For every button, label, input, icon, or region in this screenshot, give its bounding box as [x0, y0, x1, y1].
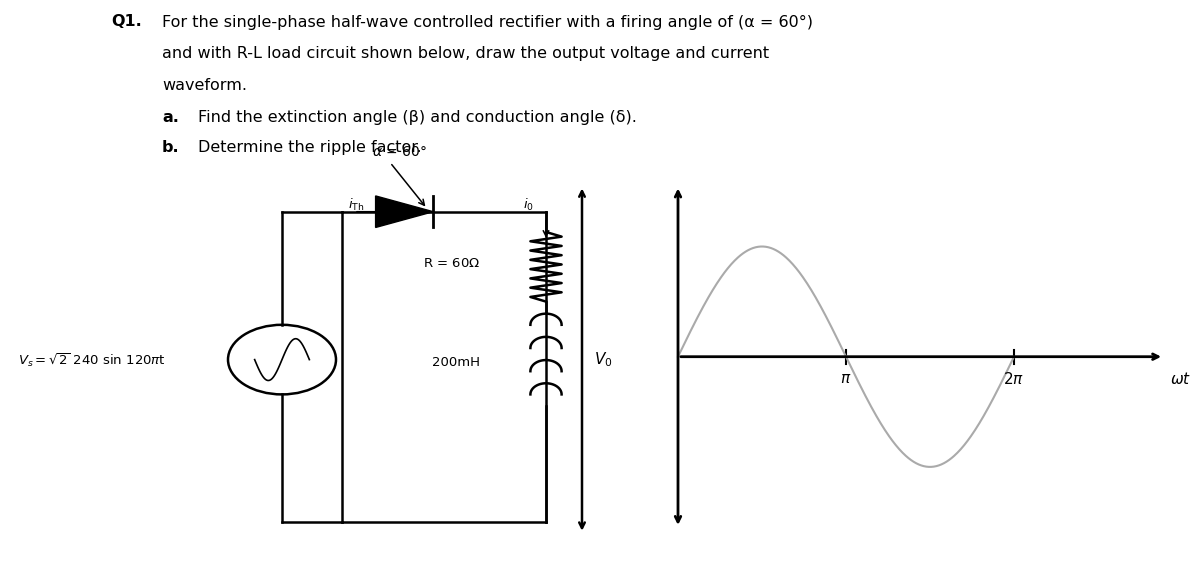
Text: Determine the ripple factor.: Determine the ripple factor.	[198, 140, 421, 155]
Text: R = 60$\Omega$: R = 60$\Omega$	[422, 258, 480, 270]
Text: $V_0$: $V_0$	[594, 350, 612, 369]
Polygon shape	[376, 196, 433, 227]
Text: 200mH: 200mH	[432, 356, 480, 369]
Text: b.: b.	[162, 140, 180, 155]
Text: a.: a.	[162, 110, 179, 125]
Text: and with R-L load circuit shown below, draw the output voltage and current: and with R-L load circuit shown below, d…	[162, 46, 769, 61]
Text: For the single-phase half-wave controlled rectifier with a firing angle of (α = : For the single-phase half-wave controlle…	[162, 14, 814, 30]
Text: $i_\mathrm{Th}$: $i_\mathrm{Th}$	[348, 197, 365, 213]
Text: $\pi$: $\pi$	[840, 371, 852, 386]
Text: waveform.: waveform.	[162, 78, 247, 93]
Text: $V_s = \sqrt{2}$ 240 sin 120$\pi$t: $V_s = \sqrt{2}$ 240 sin 120$\pi$t	[18, 351, 166, 368]
Text: Find the extinction angle (β) and conduction angle (δ).: Find the extinction angle (β) and conduc…	[198, 110, 637, 125]
Text: $\alpha$ = 60°: $\alpha$ = 60°	[372, 146, 427, 160]
Text: Q1.: Q1.	[112, 14, 143, 30]
Text: $i_\mathrm{0}$: $i_\mathrm{0}$	[523, 197, 534, 213]
Text: $2\pi$: $2\pi$	[1003, 371, 1025, 387]
Text: $\omega t$: $\omega t$	[1170, 371, 1192, 387]
